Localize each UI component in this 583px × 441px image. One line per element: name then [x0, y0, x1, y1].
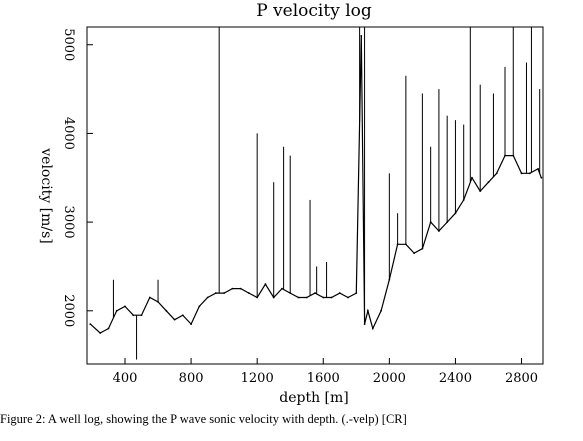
velocity-point — [520, 172, 523, 175]
plot-frame — [86, 26, 544, 365]
velocity-point — [360, 34, 363, 37]
y-axis-label: velocity [m/s] — [38, 147, 54, 244]
x-tick-label: 1600 — [307, 371, 340, 386]
velocity-point — [305, 296, 308, 299]
velocity-point — [347, 296, 349, 299]
velocity-point — [281, 287, 283, 290]
velocity-point — [540, 176, 543, 179]
velocity-point — [99, 332, 102, 334]
chart-title: P velocity log — [256, 1, 372, 21]
velocity-point — [413, 252, 416, 255]
x-axis-label: depth [m] — [279, 390, 349, 406]
velocity-point — [190, 323, 192, 325]
x-tick-label: 1200 — [241, 371, 274, 386]
velocity-point — [239, 287, 242, 290]
velocity-trace — [89, 27, 543, 360]
velocity-point — [132, 314, 135, 317]
velocity-point — [314, 292, 316, 294]
velocity-point — [297, 296, 300, 299]
y-tick-label: 5000 — [61, 28, 76, 61]
velocity-point — [173, 318, 176, 321]
velocity-point — [148, 296, 151, 299]
velocity-point — [487, 181, 490, 184]
x-tick-label: 400 — [113, 371, 138, 386]
velocity-point — [380, 309, 382, 312]
velocity-point — [206, 296, 209, 299]
velocity-point — [495, 172, 498, 175]
x-tick-label: 800 — [179, 371, 204, 386]
figure-caption: Figure 2: A well log, showing the P wave… — [0, 412, 407, 426]
velocity-point — [528, 172, 531, 175]
velocity-point — [366, 309, 369, 312]
velocity-point — [537, 167, 539, 170]
velocity-point — [231, 287, 234, 290]
velocity-point — [214, 292, 217, 294]
velocity-point — [248, 292, 250, 294]
velocity-point — [198, 305, 201, 308]
velocity-point — [371, 327, 374, 330]
x-tick-label: 2800 — [505, 371, 538, 386]
velocity-point — [355, 292, 358, 294]
velocity-point — [115, 309, 118, 312]
x-tick-label: 2400 — [439, 371, 472, 386]
x-axis-ticks: 400 800 1200 1600 2000 2400 2800 — [113, 358, 538, 386]
velocity-point — [181, 314, 184, 317]
y-axis-ticks: 2000 3000 4000 5000 — [61, 28, 93, 327]
velocity-point — [338, 292, 341, 294]
velocity-point — [264, 283, 267, 286]
velocity-point — [140, 314, 143, 317]
velocity-point — [89, 323, 92, 325]
y-tick-label: 2000 — [61, 294, 76, 327]
velocity-point — [165, 309, 168, 312]
velocity-point — [124, 305, 126, 308]
velocity-line — [89, 35, 542, 334]
velocity-point — [107, 327, 110, 330]
velocity-point — [322, 296, 325, 299]
velocity-point — [330, 296, 333, 299]
velocity-point — [471, 176, 473, 179]
y-tick-label: 4000 — [61, 117, 76, 150]
velocity-point — [223, 292, 226, 294]
y-tick-label: 3000 — [61, 206, 76, 239]
x-tick-label: 2000 — [373, 371, 406, 386]
